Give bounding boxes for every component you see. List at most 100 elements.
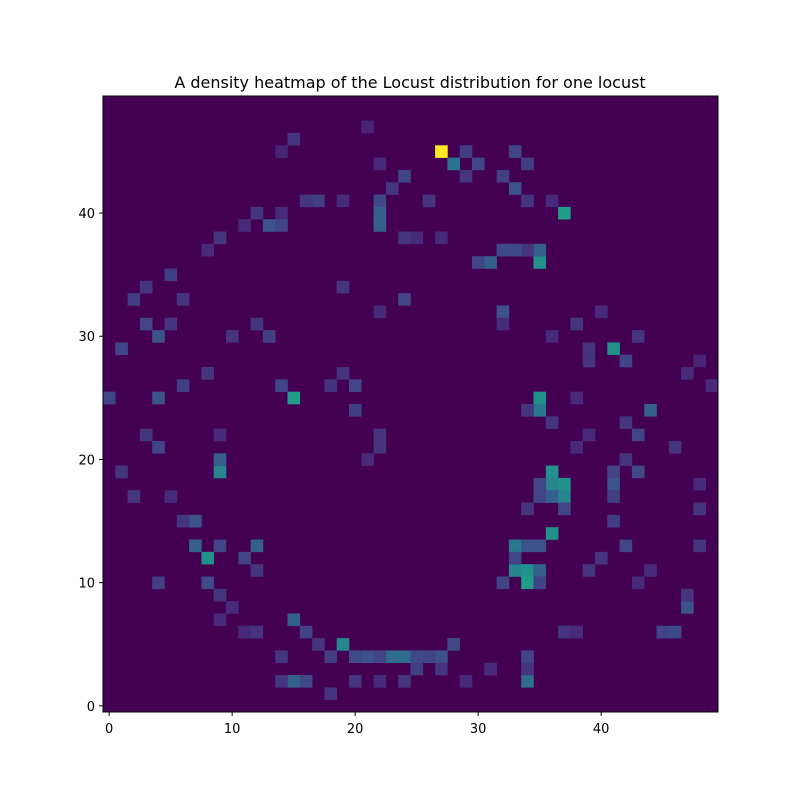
heatmap-cell: [447, 157, 460, 171]
heatmap-cell: [422, 194, 436, 208]
heatmap-cell: [410, 231, 424, 245]
heatmap-cell: [472, 256, 485, 269]
heatmap-cell: [508, 551, 522, 565]
heatmap-cell: [238, 551, 251, 565]
heatmap-cell: [201, 367, 214, 380]
x-tick-label: 20: [347, 722, 364, 737]
heatmap-cell: [385, 650, 399, 664]
heatmap-cell: [176, 293, 190, 306]
heatmap-cell: [644, 404, 657, 417]
heatmap-cell: [127, 490, 141, 503]
heatmap-cell: [361, 650, 374, 664]
heatmap-cell: [287, 613, 301, 627]
heatmap-cell: [533, 243, 547, 257]
heatmap-cell: [705, 379, 719, 392]
heatmap-cell: [570, 317, 583, 331]
heatmap-cell: [435, 145, 448, 158]
heatmap-cell: [595, 551, 608, 565]
heatmap-cell: [435, 231, 448, 245]
heatmap-cell: [373, 305, 387, 319]
heatmap-cell: [681, 367, 694, 380]
heatmap-cell: [201, 551, 214, 565]
heatmap-cell: [570, 440, 583, 454]
heatmap-cell: [336, 367, 350, 380]
heatmap-cell: [189, 514, 202, 528]
heatmap-cell: [422, 650, 436, 664]
heatmap-cell: [521, 564, 534, 577]
heatmap-cell: [398, 675, 411, 688]
heatmap-cell: [250, 206, 264, 220]
heatmap-cell: [533, 256, 547, 269]
heatmap-cell: [324, 687, 337, 700]
heatmap-cell: [336, 194, 350, 208]
heatmap-cell: [152, 330, 165, 343]
heatmap-cell: [545, 330, 559, 343]
heatmap-cell: [373, 206, 387, 220]
heatmap-cell: [164, 317, 178, 331]
heatmap-cell: [152, 576, 165, 590]
heatmap-cell: [496, 576, 510, 590]
heatmap-cell: [668, 440, 682, 454]
heatmap-cell: [127, 293, 141, 306]
heatmap-cell: [459, 145, 473, 158]
heatmap-cell: [558, 477, 571, 491]
heatmap-cell: [631, 465, 645, 479]
heatmap-cell: [189, 539, 202, 553]
heatmap-cell: [545, 416, 559, 429]
y-tick-label: 20: [78, 453, 95, 468]
heatmap-cell: [582, 354, 596, 368]
heatmap-cell: [508, 182, 522, 195]
heatmap-cell: [275, 675, 288, 688]
heatmap-cell: [349, 404, 362, 417]
heatmap-cell: [324, 650, 337, 664]
heatmap-cell: [201, 243, 214, 257]
y-tick-label: 30: [78, 330, 95, 345]
heatmap-cell: [275, 206, 288, 220]
heatmap-cell: [164, 490, 178, 503]
x-tick-label: 30: [470, 722, 487, 737]
heatmap-cell: [176, 514, 190, 528]
heatmap-cell: [373, 219, 387, 232]
heatmap-cell: [607, 490, 620, 503]
heatmap-cell: [250, 564, 264, 577]
heatmap-cell: [213, 613, 227, 627]
heatmap-cell: [250, 539, 264, 553]
heatmap-cell: [619, 453, 633, 466]
heatmap-cell: [619, 354, 633, 368]
heatmap-cell: [299, 675, 313, 688]
heatmap-cell: [213, 465, 227, 479]
heatmap-cell: [521, 675, 534, 688]
x-axis: 0 10 20 30 40: [105, 712, 609, 737]
heatmap-cell: [373, 440, 387, 454]
x-tick-label: 40: [593, 722, 610, 737]
heatmap-cell: [619, 539, 633, 553]
y-tick-label: 40: [78, 207, 95, 222]
heatmap-cell: [533, 490, 547, 503]
heatmap-cell: [533, 404, 547, 417]
heatmap-cell: [693, 354, 706, 368]
heatmap-cell: [582, 342, 596, 356]
heatmap-cell: [558, 625, 571, 639]
heatmap-cell: [533, 477, 547, 491]
heatmap-cell: [533, 391, 547, 405]
heatmap-cell: [693, 539, 706, 553]
heatmap-cell: [139, 428, 153, 442]
heatmap-cell: [139, 280, 153, 294]
heatmap-cell: [250, 317, 264, 331]
heatmap-cell: [361, 453, 374, 466]
chart-title: A density heatmap of the Locust distribu…: [174, 73, 645, 92]
heatmap-cell: [607, 477, 620, 491]
heatmap-cell: [250, 625, 264, 639]
heatmap-cell: [607, 342, 620, 356]
heatmap-cell: [103, 391, 116, 405]
heatmap-cell: [373, 194, 387, 208]
heatmap-cell: [521, 539, 534, 553]
heatmap-cell: [533, 564, 547, 577]
heatmap-cell: [287, 391, 301, 405]
heatmap-cell: [521, 662, 534, 676]
heatmap-cell: [545, 465, 559, 479]
heatmap-cell: [152, 391, 165, 405]
heatmap-cell: [336, 280, 350, 294]
heatmap-cell: [619, 416, 633, 429]
